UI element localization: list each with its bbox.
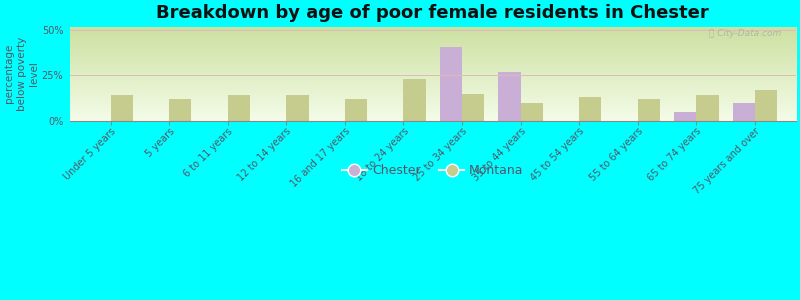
Text: ⓘ City-Data.com: ⓘ City-Data.com [709,29,782,38]
Bar [440,47,462,121]
Bar [498,72,521,121]
Y-axis label: percentage
below poverty
level: percentage below poverty level [4,37,39,111]
Bar [110,95,133,121]
Bar [638,99,660,121]
Bar [286,95,309,121]
Bar [169,99,191,121]
Bar [733,103,755,121]
Bar [462,94,484,121]
Bar [403,79,426,121]
Bar [674,112,696,121]
Bar [696,95,718,121]
Title: Breakdown by age of poor female residents in Chester: Breakdown by age of poor female resident… [156,4,709,22]
Bar [579,97,602,121]
Bar [345,99,367,121]
Bar [228,95,250,121]
Bar [755,90,777,121]
Bar [521,103,543,121]
Legend: Chester, Montana: Chester, Montana [337,159,529,182]
